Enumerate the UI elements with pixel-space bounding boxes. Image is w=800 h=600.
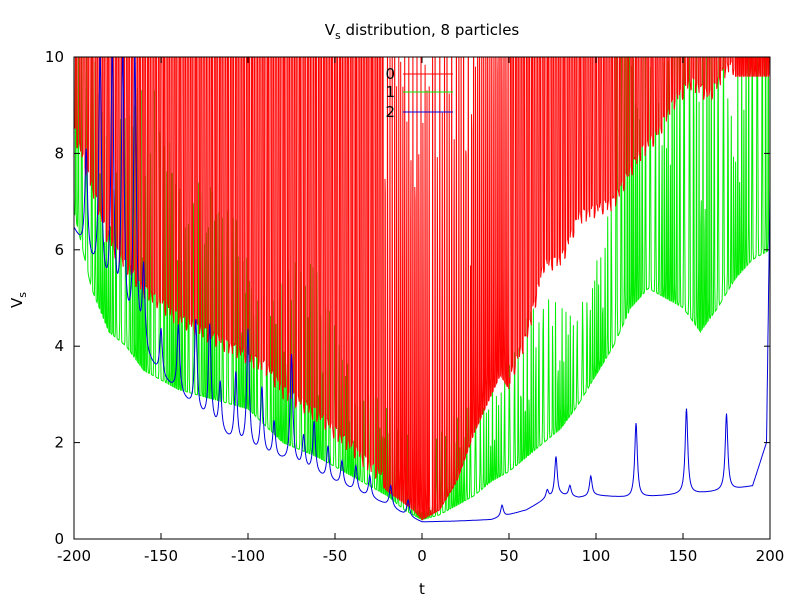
series-line-2 <box>74 57 770 523</box>
x-tick-label: -50 <box>323 547 348 565</box>
chart-title: Vs distribution, 8 particles <box>325 21 520 42</box>
y-axis-label-main: V <box>8 297 26 308</box>
legend-label-1: 1 <box>385 83 395 101</box>
chart-title-sub: s <box>335 29 341 42</box>
y-tick-label: 2 <box>54 434 64 452</box>
x-tick-label: -100 <box>231 547 265 565</box>
y-tick-label: 0 <box>54 530 64 548</box>
y-axis-label: Vs <box>8 292 29 308</box>
chart-title-main: V <box>325 21 336 39</box>
series-layer <box>74 57 770 523</box>
x-tick-label: 100 <box>582 547 611 565</box>
x-tick-label: -200 <box>57 547 91 565</box>
x-tick-label: -150 <box>144 547 178 565</box>
legend-label-0: 0 <box>385 65 395 83</box>
y-tick-label: 4 <box>54 337 64 355</box>
series-line-0 <box>74 57 770 521</box>
x-tick-label: 0 <box>417 547 427 565</box>
y-tick-label: 6 <box>54 241 64 259</box>
x-tick-label: 150 <box>669 547 698 565</box>
y-tick-label: 8 <box>54 144 64 162</box>
y-tick-label: 10 <box>45 48 64 66</box>
chart-title-rest: distribution, 8 particles <box>341 21 520 39</box>
x-tick-label: 200 <box>756 547 785 565</box>
legend-label-2: 2 <box>385 103 395 121</box>
y-axis-label-sub: s <box>16 292 29 298</box>
legend: 0 1 2 <box>385 65 453 121</box>
x-axis-label: t <box>419 580 425 598</box>
x-tick-label: 50 <box>499 547 518 565</box>
